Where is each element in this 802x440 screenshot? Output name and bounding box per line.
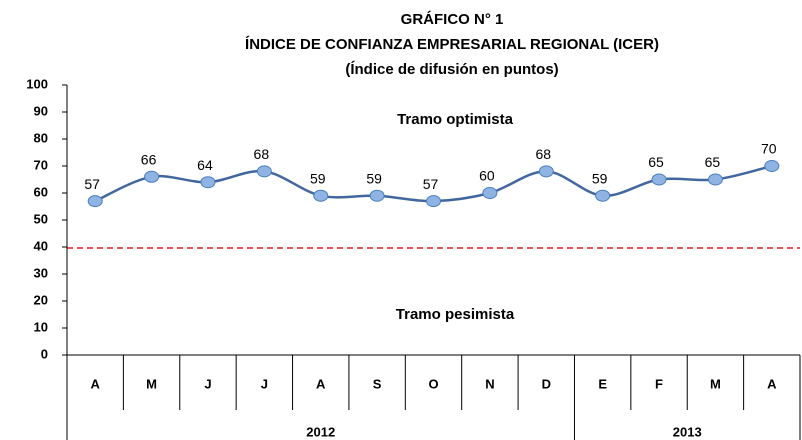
data-point [538, 165, 554, 178]
data-label: 60 [479, 168, 495, 184]
data-point [144, 170, 160, 183]
data-label: 57 [423, 176, 439, 192]
x-tick-label: D [542, 376, 551, 391]
y-tick-label: 100 [26, 76, 48, 91]
data-label: 68 [535, 146, 551, 162]
y-tick-label: 60 [34, 184, 48, 199]
data-label: 59 [366, 170, 382, 186]
x-tick-label: J [261, 376, 268, 391]
x-tick-label: M [710, 376, 721, 391]
chart-subtitle: ÍNDICE DE CONFIANZA EMPRESARIAL REGIONAL… [245, 36, 659, 53]
data-point [313, 189, 329, 202]
y-tick-label: 40 [34, 238, 48, 253]
y-tick-label: 90 [34, 103, 48, 118]
group-label: 2013 [673, 424, 702, 439]
data-label: 65 [705, 154, 721, 170]
annotation: Tramo pesimista [396, 306, 515, 323]
data-label: 66 [141, 152, 157, 168]
data-point [87, 195, 103, 208]
x-tick-label: N [485, 376, 494, 391]
group-label: 2012 [306, 424, 335, 439]
data-label: 59 [310, 170, 326, 186]
y-tick-label: 30 [34, 265, 48, 280]
data-label: 59 [592, 170, 608, 186]
data-point [482, 187, 498, 199]
x-tick-label: J [204, 376, 211, 391]
data-label: 70 [761, 141, 777, 157]
x-tick-label: A [767, 376, 777, 391]
y-tick-label: 0 [41, 346, 48, 361]
x-tick-label: A [316, 376, 326, 391]
data-point [256, 165, 272, 178]
data-label: 68 [254, 146, 270, 162]
x-tick-label: A [90, 376, 100, 391]
y-tick-label: 70 [34, 157, 48, 172]
data-point [651, 173, 667, 186]
data-point [426, 195, 441, 208]
x-tick-label: O [428, 376, 438, 391]
data-label: 65 [648, 154, 664, 170]
data-point [764, 160, 780, 172]
y-tick-label: 10 [34, 319, 48, 334]
y-tick-label: 80 [34, 130, 48, 145]
annotation: Tramo optimista [397, 111, 514, 128]
data-point [707, 173, 723, 186]
chart-title: GRÁFICO N° 1 [401, 11, 504, 28]
data-label: 57 [84, 176, 100, 192]
x-tick-label: F [655, 376, 663, 391]
x-tick-label: M [146, 376, 157, 391]
y-tick-label: 50 [34, 211, 48, 226]
x-tick-label: E [598, 376, 607, 391]
y-tick-label: 20 [34, 292, 48, 307]
data-label: 64 [197, 157, 213, 173]
x-tick-label: S [373, 376, 382, 391]
chart-subtitle: (Índice de difusión en puntos) [345, 61, 558, 78]
data-point [200, 176, 216, 189]
data-point [595, 189, 611, 202]
data-point [369, 189, 385, 202]
